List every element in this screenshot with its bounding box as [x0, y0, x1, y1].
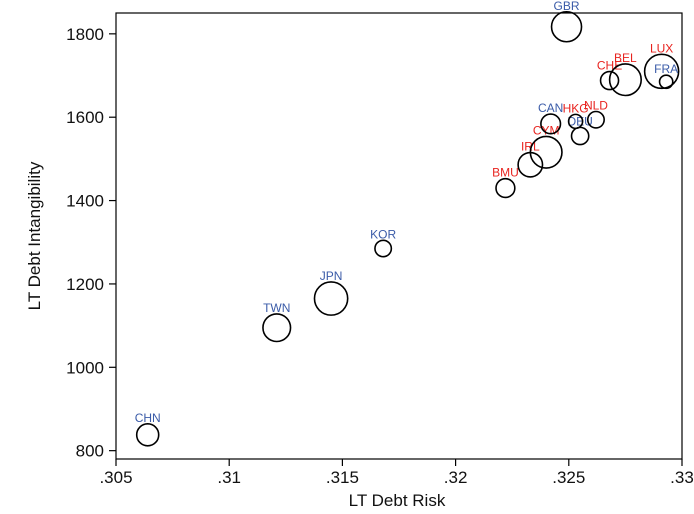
data-point-chn — [135, 423, 160, 447]
point-label-gbr: GBR — [554, 0, 580, 13]
y-axis-title: LT Debt Intangibility — [25, 161, 44, 310]
y-axis: 800 1000 1200 1400 1600 1800 — [66, 25, 116, 461]
data-point-deu — [570, 126, 590, 146]
point-label-can: CAN — [538, 101, 563, 115]
point-label-kor: KOR — [370, 227, 396, 241]
y-tick-label: 1200 — [66, 275, 104, 294]
data-point-fra — [658, 74, 674, 90]
x-tick-label: .33 — [670, 468, 694, 487]
x-tick-label: .305 — [99, 468, 132, 487]
data-point-bel — [608, 63, 643, 97]
point-label-chn: CHN — [135, 411, 161, 425]
x-tick-label: .32 — [444, 468, 468, 487]
point-label-lux: LUX — [650, 41, 673, 55]
point-label-cym: CYM — [533, 123, 560, 137]
x-axis: .305 .31 .315 .32 .325 .33 — [99, 459, 694, 487]
point-label-bmu: BMU — [492, 166, 519, 180]
y-tick-label: 1600 — [66, 108, 104, 127]
data-point-nld — [586, 110, 605, 129]
data-point-lux — [643, 53, 680, 90]
point-label-fra: FRA — [654, 62, 678, 76]
x-tick-label: .31 — [217, 468, 241, 487]
data-point-gbr — [550, 10, 583, 43]
data-point-che — [599, 70, 620, 91]
x-tick-label: .325 — [552, 468, 585, 487]
y-tick-label: 800 — [76, 442, 104, 461]
y-tick-label: 1800 — [66, 25, 104, 44]
point-label-deu: DEU — [567, 114, 592, 128]
data-point-hkg — [567, 113, 584, 130]
y-tick-label: 1000 — [66, 358, 104, 377]
point-label-jpn: JPN — [320, 269, 343, 283]
x-axis-title: LT Debt Risk — [349, 491, 446, 510]
x-tick-label: .315 — [326, 468, 359, 487]
point-label-che: CHE — [597, 59, 622, 73]
data-point-cym — [529, 135, 563, 169]
point-label-bel: BEL — [614, 51, 637, 65]
data-point-can — [540, 113, 562, 135]
point-label-hkg: HKG — [563, 101, 589, 115]
plot-frame — [115, 12, 683, 460]
data-point-jpn — [313, 281, 349, 316]
y-tick-label: 1400 — [66, 192, 104, 211]
point-label-irl: IRL — [521, 140, 540, 154]
data-point-bmu — [495, 177, 516, 199]
data-point-twn — [262, 313, 292, 343]
data-point-kor — [374, 239, 393, 258]
point-label-twn: TWN — [263, 301, 290, 315]
point-label-nld: NLD — [584, 99, 608, 113]
